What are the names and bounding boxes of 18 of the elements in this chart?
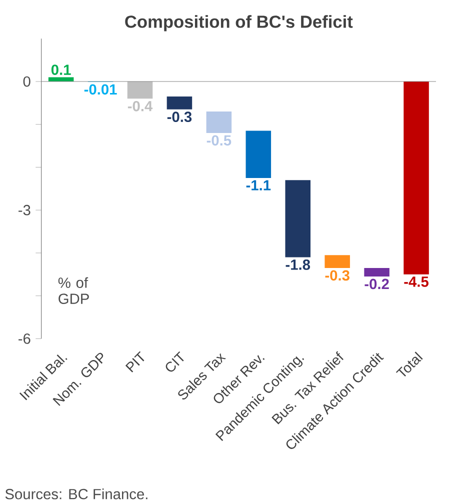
x-tick-label: CIT: [166, 351, 184, 372]
data-label: -0.4: [128, 100, 153, 112]
x-tick-label: PIT: [125, 351, 144, 372]
data-label: -0.5: [206, 135, 232, 146]
y-axis-title: % of GDP: [58, 277, 89, 304]
data-label: -4.5: [404, 276, 428, 287]
chart-title: Composition of BC's Deficit: [125, 15, 353, 32]
data-label: 0.1: [51, 64, 71, 75]
data-label: -0.3: [167, 112, 192, 122]
data-label: -1.8: [286, 260, 310, 270]
data-label: -0.2: [364, 278, 389, 290]
data-label: -1.1: [246, 180, 271, 190]
y-tick-label: -6: [18, 333, 30, 344]
source-note: Sources: BC Finance.: [5, 488, 148, 500]
y-tick-label: -3: [18, 204, 30, 216]
y-tick-label: 0: [23, 76, 30, 87]
data-label: -0.3: [325, 270, 350, 281]
data-label: -0.01: [84, 84, 117, 95]
